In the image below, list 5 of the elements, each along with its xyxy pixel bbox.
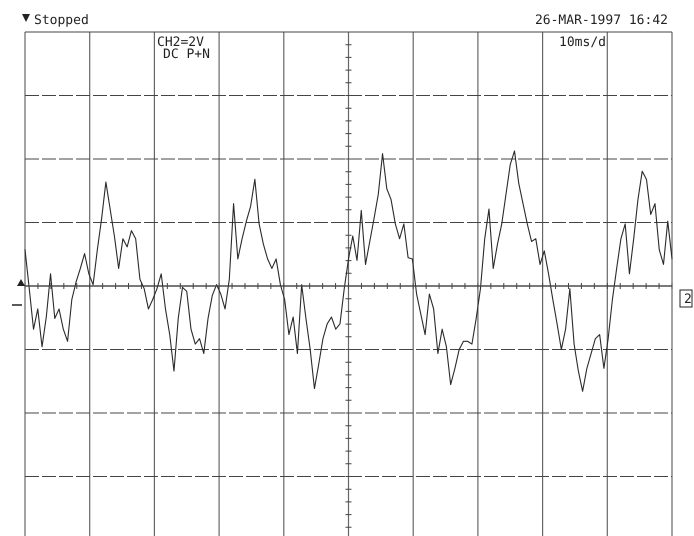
text: Stopped [34,13,89,28]
text: 2 [684,292,692,307]
text: DC P+N [163,47,210,62]
text: 26-MAR-1997 16:42 [534,13,668,28]
text: 10ms/d [559,35,606,50]
